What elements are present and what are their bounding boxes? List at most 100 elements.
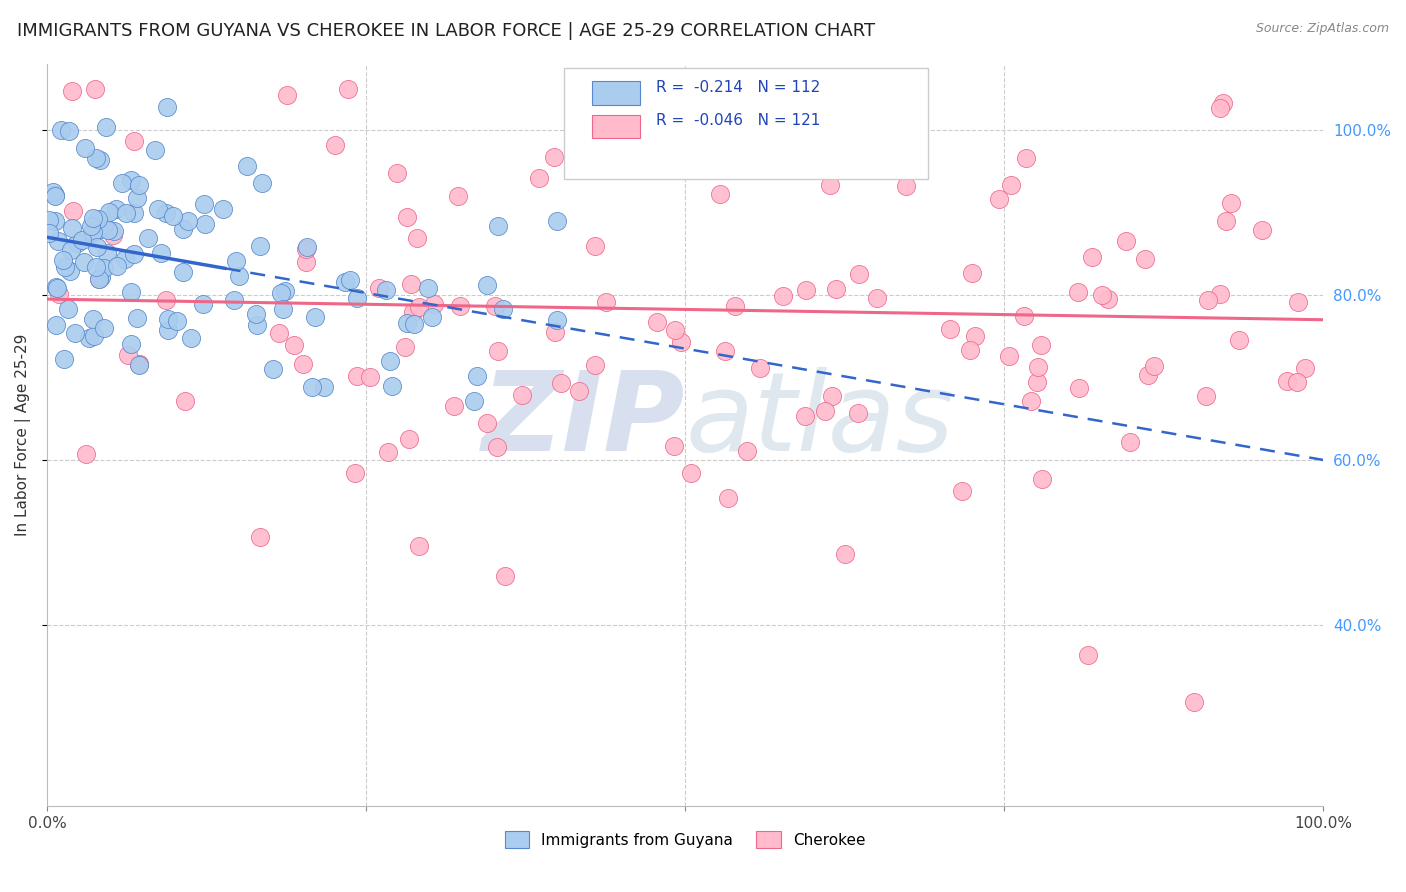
Point (44, 187, 66, 202)
Point (120, 337, 142, 351)
Point (128, 357, 150, 371)
Point (1197, 293, 1219, 307)
Point (75, 141, 97, 155)
Point (146, 202, 169, 216)
Y-axis label: In Labor Force | Age 25-29: In Labor Force | Age 25-29 (15, 334, 31, 536)
Point (772, 289, 794, 303)
Point (780, 110, 803, 124)
Point (717, 491, 740, 505)
Point (59, 264, 82, 278)
Point (394, 340, 416, 354)
Point (585, 239, 607, 253)
Point (250, 176, 273, 190)
Text: R =  -0.046   N = 121: R = -0.046 N = 121 (655, 113, 820, 128)
Point (180, 331, 202, 345)
Point (52, 253, 75, 268)
Point (1208, 101, 1230, 115)
Point (492, 301, 515, 316)
Point (44, 214, 66, 228)
Point (162, 210, 184, 224)
Point (848, 267, 870, 281)
Point (547, 312, 569, 326)
Point (246, 318, 269, 332)
Point (75, 447, 97, 461)
Point (225, 254, 247, 268)
Point (724, 299, 747, 313)
Point (484, 299, 506, 313)
Point (709, 186, 731, 201)
Point (547, 214, 569, 228)
Point (1115, 234, 1137, 248)
Point (110, 177, 132, 191)
Text: ZIP: ZIP (482, 367, 685, 474)
Point (488, 344, 510, 359)
Point (679, 466, 702, 480)
Point (865, 291, 887, 305)
Text: IMMIGRANTS FROM GUYANA VS CHEROKEE IN LABOR FORCE | AGE 25-29 CORRELATION CHART: IMMIGRANTS FROM GUYANA VS CHEROKEE IN LA… (17, 22, 875, 40)
Point (1067, 285, 1090, 300)
Point (295, 240, 318, 254)
Point (212, 202, 235, 216)
Point (105, 260, 128, 274)
Point (89, 271, 111, 285)
Point (1097, 292, 1119, 306)
Point (339, 273, 361, 287)
Point (96, 245, 118, 260)
Point (846, 406, 869, 420)
Point (1288, 294, 1310, 309)
Point (395, 210, 418, 224)
Point (1031, 472, 1053, 486)
Point (45, 279, 67, 293)
Point (1000, 178, 1022, 192)
Point (125, 311, 148, 326)
Point (664, 322, 686, 336)
Point (595, 295, 617, 310)
Point (368, 281, 391, 295)
Point (965, 329, 987, 343)
Point (335, 275, 357, 289)
Point (77, 331, 100, 345)
Point (395, 317, 418, 331)
Point (191, 296, 214, 310)
Point (1294, 361, 1316, 376)
Point (1195, 389, 1218, 403)
Point (1081, 250, 1104, 264)
Text: Source: ZipAtlas.com: Source: ZipAtlas.com (1256, 22, 1389, 36)
Point (124, 247, 146, 261)
Point (714, 344, 737, 359)
Point (821, 389, 844, 403)
Point (83, 328, 105, 343)
Point (1026, 375, 1049, 389)
Point (273, 302, 295, 317)
Point (193, 196, 215, 211)
Point (120, 172, 142, 186)
Point (1028, 359, 1050, 374)
Point (748, 361, 770, 376)
Point (304, 310, 326, 324)
Point (90, 269, 112, 284)
Point (346, 291, 368, 305)
Point (465, 369, 488, 384)
Point (103, 224, 125, 238)
Point (128, 178, 150, 193)
Point (174, 393, 197, 408)
Point (1012, 309, 1035, 323)
Point (155, 100, 177, 114)
Point (1285, 376, 1308, 390)
Point (236, 159, 259, 173)
Point (858, 82, 880, 96)
Point (156, 323, 179, 337)
Legend: Immigrants from Guyana, Cherokee: Immigrants from Guyana, Cherokee (499, 824, 872, 855)
Point (662, 439, 685, 453)
Point (38, 226, 60, 240)
Point (60, 220, 83, 235)
FancyBboxPatch shape (592, 81, 641, 105)
Point (143, 143, 166, 157)
Point (794, 409, 817, 423)
Point (82, 312, 104, 326)
Point (59, 243, 82, 257)
Point (117, 348, 139, 362)
Point (83, 82, 105, 96)
Point (475, 277, 498, 292)
Point (60, 84, 83, 98)
